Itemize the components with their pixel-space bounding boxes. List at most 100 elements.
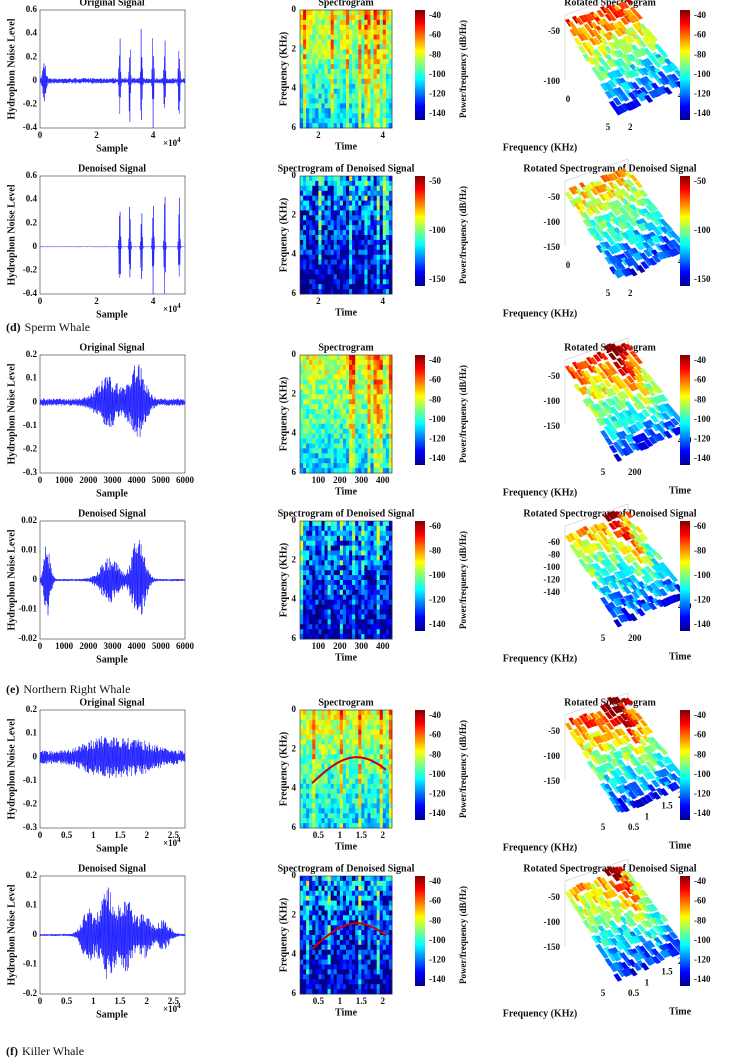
spectrogram-cell xyxy=(325,541,329,546)
y-tick-label: -0.3 xyxy=(23,467,38,477)
spectrogram-cell xyxy=(383,30,387,35)
spectrogram-cell xyxy=(328,355,332,360)
spectrogram-cell xyxy=(364,113,368,118)
spectrogram-cell xyxy=(377,458,381,463)
spectrogram-cell xyxy=(343,619,347,624)
spectrogram-cell xyxy=(331,546,335,551)
spectrogram-cell xyxy=(377,284,381,289)
spectrogram-cell xyxy=(337,424,341,429)
spectrogram-cell xyxy=(383,25,387,30)
spectrogram-cell xyxy=(368,546,372,551)
spectrogram-cell xyxy=(306,434,310,439)
spectrogram-cell xyxy=(346,585,350,590)
spectrogram-cell xyxy=(318,380,322,385)
spectrogram-cell xyxy=(303,123,307,128)
spectrogram-cell xyxy=(300,735,304,740)
spectrogram-cell xyxy=(303,59,307,64)
spectrogram-cell xyxy=(303,20,307,25)
spectrogram-cell xyxy=(364,360,368,365)
spectrogram-cell xyxy=(358,35,362,40)
spectrogram-cell xyxy=(349,69,353,74)
spectrogram-cell xyxy=(349,710,353,715)
spectrogram-cell xyxy=(325,210,329,215)
spectrogram-cell xyxy=(346,394,350,399)
spectrogram-cell xyxy=(358,108,362,113)
spectrogram-cell xyxy=(380,813,384,818)
spectrogram-cell xyxy=(340,181,344,186)
spectrogram-cell xyxy=(328,744,332,749)
spectrogram-cell xyxy=(309,453,313,458)
spectrogram-cell xyxy=(309,99,313,104)
spectrogram-cell xyxy=(303,774,307,779)
spectrogram-cell xyxy=(328,610,332,615)
spectrogram-cell xyxy=(355,585,359,590)
spectrogram-cell xyxy=(306,444,310,449)
spectrogram-cell xyxy=(343,99,347,104)
spectrogram-cell xyxy=(306,463,310,468)
spectrogram-cell xyxy=(368,458,372,463)
spectrogram-cell xyxy=(337,49,341,54)
spectrogram-cell xyxy=(371,380,375,385)
spectrogram-cell xyxy=(315,123,319,128)
spectrogram-cell xyxy=(383,560,387,565)
spectrogram-cell xyxy=(380,560,384,565)
spectrogram-cell xyxy=(309,808,313,813)
spectrogram-cell xyxy=(340,600,344,605)
spectrogram-cell xyxy=(334,463,338,468)
spectrogram-cell xyxy=(328,94,332,99)
spectrogram-cell xyxy=(386,813,390,818)
spectrogram-cell xyxy=(303,424,307,429)
spectrogram-cell xyxy=(328,575,332,580)
spectrogram-cell xyxy=(325,215,329,220)
spectrogram-cell xyxy=(343,123,347,128)
spectrogram-cell xyxy=(346,634,350,639)
spectrogram-cell xyxy=(331,118,335,123)
spectrogram-cell xyxy=(386,108,390,113)
spectrogram-cell xyxy=(383,546,387,551)
spectrogram-cell xyxy=(364,15,368,20)
spectrogram-cell xyxy=(312,813,316,818)
spectrogram-cell xyxy=(361,64,365,69)
spectrogram-cell xyxy=(352,634,356,639)
spectrogram-cell xyxy=(383,370,387,375)
spectrogram-cell xyxy=(352,123,356,128)
spectrogram-cell xyxy=(328,453,332,458)
spectrogram-cell xyxy=(325,619,329,624)
spectrogram-cell xyxy=(318,605,322,610)
spectrogram-cell xyxy=(358,424,362,429)
y-tick-label: -0.2 xyxy=(23,443,38,453)
spectrogram-cell xyxy=(374,754,378,759)
spectrogram-cell xyxy=(328,779,332,784)
spectrogram-cell xyxy=(386,764,390,769)
spectrogram-cell xyxy=(374,64,378,69)
spectrogram-cell xyxy=(346,225,350,230)
spectrogram-cell xyxy=(315,575,319,580)
spectrogram-cell xyxy=(380,206,384,211)
spectrogram-cell xyxy=(355,255,359,260)
spectrogram-cell xyxy=(318,575,322,580)
spectrogram-cell xyxy=(383,206,387,211)
spectrogram-cell xyxy=(364,725,368,730)
spectrogram-cell xyxy=(377,370,381,375)
spectrogram-cell xyxy=(306,404,310,409)
spectrogram-cell xyxy=(349,749,353,754)
spectrogram-cell xyxy=(331,419,335,424)
spectrogram-cell xyxy=(380,749,384,754)
spectrogram-cell xyxy=(346,186,350,191)
spectrogram-cell xyxy=(349,40,353,45)
z-tick-label: -150 xyxy=(544,776,561,786)
spectrogram-cell xyxy=(346,799,350,804)
spectrogram-cell xyxy=(315,429,319,434)
spectrogram-cell xyxy=(361,555,365,560)
spectrogram-cell xyxy=(331,240,335,245)
x-tick-label: 1 xyxy=(91,830,96,840)
spectrogram-cell xyxy=(368,774,372,779)
spectrogram-cell xyxy=(346,99,350,104)
spectrogram-cell xyxy=(368,25,372,30)
spectrogram-cell xyxy=(328,30,332,35)
spectrogram-cell xyxy=(300,823,304,828)
spectrogram-cell xyxy=(309,794,313,799)
axis-label: Sample xyxy=(96,309,128,320)
spectrogram-cell xyxy=(371,565,375,570)
spectrogram-cell xyxy=(306,541,310,546)
